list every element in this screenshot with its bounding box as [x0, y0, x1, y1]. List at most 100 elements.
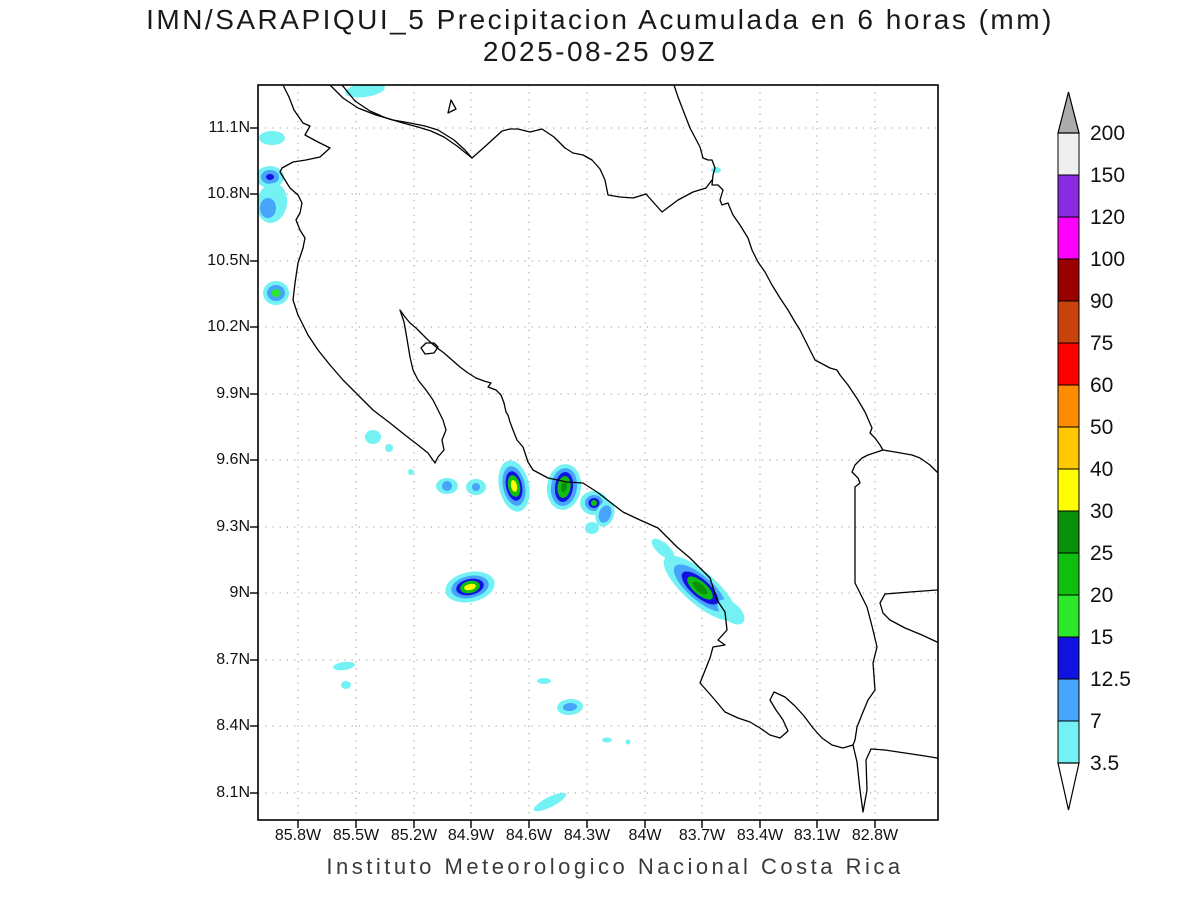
colorbar-tick-label: 150: [1090, 164, 1126, 187]
colorbar-segment: [1057, 426, 1080, 470]
colorbar-segment: [1057, 342, 1080, 386]
precip-blob-layer: [259, 131, 285, 145]
precip-blob-layer: [585, 522, 599, 534]
colorbar-arrow-down-icon: [1057, 762, 1080, 811]
precip-blob-layer: [333, 661, 355, 671]
precip-blob: [259, 131, 285, 145]
lon-tick-label: 84W: [628, 827, 662, 844]
precip-blob-layer: [598, 505, 612, 523]
precip-blob: [498, 460, 530, 512]
precip-blob-layer: [345, 85, 385, 98]
precip-blob: [365, 430, 381, 444]
colorbar-segment: [1057, 678, 1080, 722]
colorbar-tick-label: 15: [1090, 626, 1114, 649]
precip-blob: [341, 681, 351, 689]
colorbar-segment: [1057, 216, 1080, 260]
lat-tick-label: 8.4N: [216, 717, 250, 734]
precip-blob-layer: [464, 583, 476, 591]
precip-blob-layer: [385, 444, 393, 452]
precip-blob: [625, 739, 631, 745]
map-frame: [257, 84, 939, 821]
lon-tick-label: 83.1W: [793, 827, 841, 844]
coastline: [279, 85, 938, 813]
colorbar-tick-label: 75: [1090, 332, 1114, 355]
precip-blob-layer: [537, 678, 551, 684]
precip-blob-layer: [563, 702, 577, 712]
precip-blob: [466, 479, 486, 495]
precip-blob: [602, 737, 612, 743]
colorbar-tick-label: 30: [1090, 500, 1114, 523]
lat-tick-label: 10.8N: [207, 185, 250, 202]
lon-tick-label: 85.2W: [390, 827, 438, 844]
coastline: [673, 85, 938, 473]
precip-blob: [711, 167, 721, 173]
footer-caption: Instituto Meteorologico Nacional Costa R…: [326, 854, 904, 879]
colorbar-tick-label: 50: [1090, 416, 1114, 439]
precip-blob: [260, 198, 276, 218]
precip-blob: [546, 464, 582, 510]
colorbar-segment: [1057, 720, 1080, 764]
precip-blob-layer: [271, 289, 281, 297]
precip-blob-layer: [711, 167, 721, 173]
precip-blob-layer: [602, 737, 612, 743]
colorbar-segment: [1057, 258, 1080, 302]
page-title: IMN/SARAPIQUI_5 Precipitacion Acumulada …: [146, 4, 1054, 35]
colorbar-segment: [1057, 174, 1080, 218]
colorbar-segment: [1057, 510, 1080, 554]
colorbar-tick-label: 12.5: [1090, 668, 1131, 691]
coastline: [851, 449, 884, 746]
map-layers: [258, 85, 938, 820]
island: [420, 342, 439, 355]
lat-tick-label: 9.3N: [216, 518, 250, 535]
precip-blob: [263, 281, 289, 305]
lon-tick-label: 83.7W: [678, 827, 726, 844]
precip-blob-layer: [341, 681, 351, 689]
lat-tick-label: 9N: [229, 584, 250, 601]
precip-blob-layer: [266, 174, 274, 180]
precip-blob: [533, 792, 567, 812]
colorbar-segment: [1057, 384, 1080, 428]
lon-tick-label: 84.3W: [563, 827, 611, 844]
lon-tick-label: 84.6W: [505, 827, 553, 844]
colorbar-tick-label: 120: [1090, 206, 1126, 229]
lat-tick-label: 9.6N: [216, 451, 250, 468]
page-subtitle-datetime: 2025-08-25 09Z: [482, 36, 718, 67]
colorbar-tick-label: 20: [1090, 584, 1114, 607]
lat-tick-label: 9.9N: [216, 385, 250, 402]
precip-blob-layer: [365, 430, 381, 444]
precip-blob-layer: [260, 198, 276, 218]
colorbar-segment: [1057, 468, 1080, 512]
precip-blob: [345, 85, 385, 98]
precip-blob-layer: [625, 739, 631, 745]
precip-blob-layer: [717, 599, 745, 625]
precip-blob-layer: [408, 469, 414, 475]
precip-blob-layer: [510, 480, 518, 492]
precip-blob: [717, 599, 745, 625]
colorbar-tick-label: 60: [1090, 374, 1114, 397]
colorbar-segment: [1057, 636, 1080, 680]
precip-blob: [537, 678, 551, 684]
lat-tick-label: 8.7N: [216, 651, 250, 668]
precip-blob-layer: [651, 538, 675, 560]
precip-blob: [385, 444, 393, 452]
coastline: [329, 85, 713, 213]
precip-blob-layer: [591, 500, 597, 506]
precip-blob: [333, 661, 355, 671]
colorbar-segment: [1057, 552, 1080, 596]
colorbar-tick-label: 3.5: [1090, 752, 1120, 775]
colorbar-segment: [1057, 132, 1080, 176]
colorbar-tick-label: 90: [1090, 290, 1114, 313]
colorbar-tick-label: 200: [1090, 122, 1126, 145]
lon-tick-label: 84.9W: [447, 827, 495, 844]
lon-tick-label: 83.4W: [736, 827, 784, 844]
colorbar-segment: [1057, 594, 1080, 638]
precip-blob: [258, 166, 284, 188]
colorbar-tick-label: 25: [1090, 542, 1114, 565]
colorbar-segment: [1057, 300, 1080, 344]
precip-blob: [445, 571, 495, 603]
colorbar-tick-label: 100: [1090, 248, 1126, 271]
precip-blob-layer: [472, 483, 480, 491]
lat-tick-label: 11.1N: [208, 119, 250, 136]
precip-blob-layer: [533, 792, 567, 812]
colorbar-arrow-up-icon: [1057, 91, 1080, 134]
